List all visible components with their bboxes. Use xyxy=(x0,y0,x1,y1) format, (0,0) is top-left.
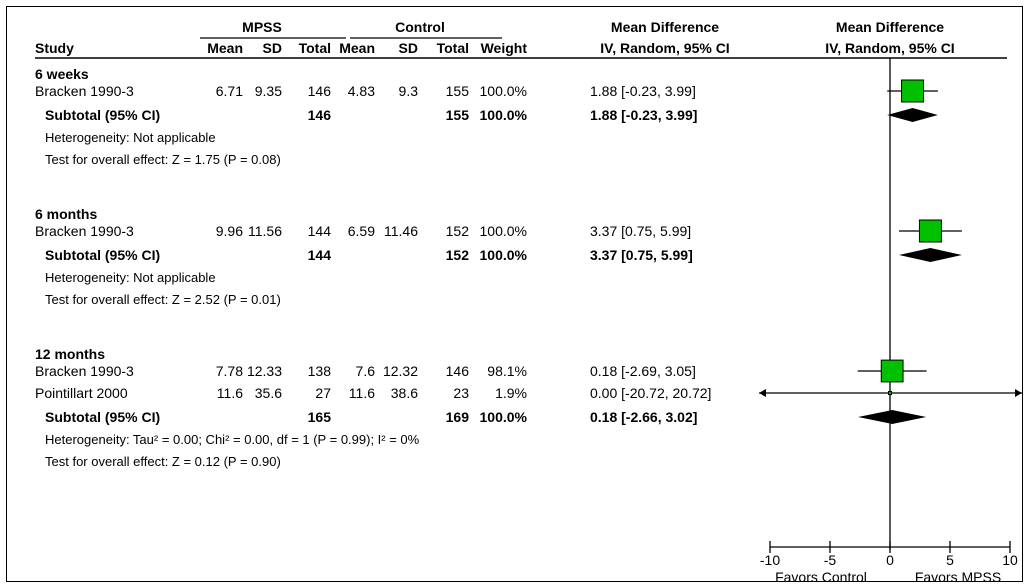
study-sd-1: 11.56 xyxy=(248,223,282,239)
study-sd-1: 9.35 xyxy=(255,83,282,99)
x-tick-label: -10 xyxy=(760,552,780,568)
study-mean-1: 6.71 xyxy=(216,83,243,99)
subtotal-total-2: 169 xyxy=(446,409,470,425)
subtotal-total-1: 165 xyxy=(308,409,332,425)
study-mean-1: 11.6 xyxy=(217,385,243,401)
subtotal-weight: 100.0% xyxy=(480,107,528,123)
header-sd-1: SD xyxy=(263,40,282,56)
subtotal-ci-text: 1.88 [-0.23, 3.99] xyxy=(590,107,697,123)
study-ci-text: 1.88 [-0.23, 3.99] xyxy=(590,83,696,99)
header-plot-line2: IV, Random, 95% CI xyxy=(825,40,954,56)
header-total-2: Total xyxy=(437,40,469,56)
study-total-1: 146 xyxy=(308,83,332,99)
subtotal-diamond xyxy=(887,108,938,122)
subtotal-label: Subtotal (95% CI) xyxy=(45,409,160,425)
subtotal-total-2: 152 xyxy=(446,247,470,263)
subtotal-total-1: 146 xyxy=(308,107,332,123)
study-total-2: 23 xyxy=(453,385,469,401)
study-total-1: 138 xyxy=(308,363,332,379)
group-title: 12 months xyxy=(35,346,105,362)
study-sd-2: 38.6 xyxy=(391,385,418,401)
study-total-2: 152 xyxy=(446,223,470,239)
heterogeneity-text: Heterogeneity: Not applicable xyxy=(45,270,216,285)
study-weight: 100.0% xyxy=(480,83,527,99)
study-ci-text: 0.18 [-2.69, 3.05] xyxy=(590,363,696,379)
forest-plot: MPSS Control Mean Difference IV, Random, 95… xyxy=(35,19,1022,583)
study-ci-text: 3.37 [0.75, 5.99] xyxy=(590,223,691,239)
ci-arrow-right xyxy=(1015,389,1022,397)
header-total-1: Total xyxy=(299,40,331,56)
x-tick-label: -5 xyxy=(824,552,837,568)
subtotal-total-2: 155 xyxy=(446,107,470,123)
header-study: Study xyxy=(35,40,74,56)
header-mean-2: Mean xyxy=(339,40,375,56)
overall-effect-text: Test for overall effect: Z = 1.75 (P = 0… xyxy=(45,152,281,167)
header-mean-1: Mean xyxy=(207,40,243,56)
header-group2: Control xyxy=(395,19,445,35)
study-name: Bracken 1990-3 xyxy=(35,223,134,239)
header-md-line1: Mean Difference xyxy=(611,19,719,35)
forest-plot-frame: MPSS Control Mean Difference IV, Random, 95… xyxy=(6,6,1023,583)
study-sd-1: 35.6 xyxy=(255,385,282,401)
x-tick-label: 0 xyxy=(886,552,894,568)
group-title: 6 weeks xyxy=(35,66,89,82)
study-marker xyxy=(901,79,925,103)
overall-effect-text: Test for overall effect: Z = 0.12 (P = 0… xyxy=(45,454,281,469)
subtotal-weight: 100.0% xyxy=(480,409,528,425)
study-name: Bracken 1990-3 xyxy=(35,363,134,379)
header-group1: MPSS xyxy=(242,19,282,35)
x-tick-label: 10 xyxy=(1002,552,1018,568)
study-sd-2: 11.46 xyxy=(384,223,418,239)
study-mean-2: 11.6 xyxy=(349,385,375,401)
study-weight: 98.1% xyxy=(487,363,527,379)
study-weight: 1.9% xyxy=(495,385,527,401)
study-total-1: 27 xyxy=(315,385,331,401)
study-total-2: 146 xyxy=(446,363,470,379)
study-name: Pointillart 2000 xyxy=(35,385,128,401)
x-label-right: Favors MPSS xyxy=(915,569,1001,583)
x-tick-label: 5 xyxy=(946,552,954,568)
header-plot-line1: Mean Difference xyxy=(836,19,944,35)
subtotal-ci-text: 0.18 [-2.66, 3.02] xyxy=(590,409,697,425)
study-marker xyxy=(918,219,942,243)
study-mean-1: 7.78 xyxy=(216,363,243,379)
subtotal-ci-text: 3.37 [0.75, 5.99] xyxy=(590,247,693,263)
header-weight: Weight xyxy=(481,40,528,56)
subtotal-label: Subtotal (95% CI) xyxy=(45,107,160,123)
subtotal-diamond xyxy=(899,248,962,262)
subtotal-weight: 100.0% xyxy=(480,247,528,263)
study-total-2: 155 xyxy=(446,83,470,99)
subtotal-total-1: 144 xyxy=(308,247,332,263)
study-mean-1: 9.96 xyxy=(216,223,243,239)
header-sd-2: SD xyxy=(399,40,418,56)
study-mean-2: 6.59 xyxy=(348,223,375,239)
subtotal-diamond xyxy=(858,410,927,424)
study-total-1: 144 xyxy=(308,223,332,239)
study-sd-2: 12.32 xyxy=(383,363,418,379)
heterogeneity-text: Heterogeneity: Not applicable xyxy=(45,130,216,145)
heterogeneity-text: Heterogeneity: Tau² = 0.00; Chi² = 0.00,… xyxy=(45,432,420,447)
study-marker xyxy=(887,390,893,396)
x-label-left: Favors Control xyxy=(775,569,867,583)
study-name: Bracken 1990-3 xyxy=(35,83,134,99)
subtotal-label: Subtotal (95% CI) xyxy=(45,247,160,263)
study-mean-2: 4.83 xyxy=(348,83,375,99)
study-ci-text: 0.00 [-20.72, 20.72] xyxy=(590,385,711,401)
study-sd-1: 12.33 xyxy=(247,363,282,379)
study-marker xyxy=(880,359,904,383)
study-mean-2: 7.6 xyxy=(356,363,376,379)
study-weight: 100.0% xyxy=(480,223,527,239)
overall-effect-text: Test for overall effect: Z = 2.52 (P = 0… xyxy=(45,292,281,307)
study-sd-2: 9.3 xyxy=(399,83,419,99)
group-title: 6 months xyxy=(35,206,97,222)
header-md-line2: IV, Random, 95% CI xyxy=(600,40,729,56)
ci-arrow-left xyxy=(759,389,766,397)
